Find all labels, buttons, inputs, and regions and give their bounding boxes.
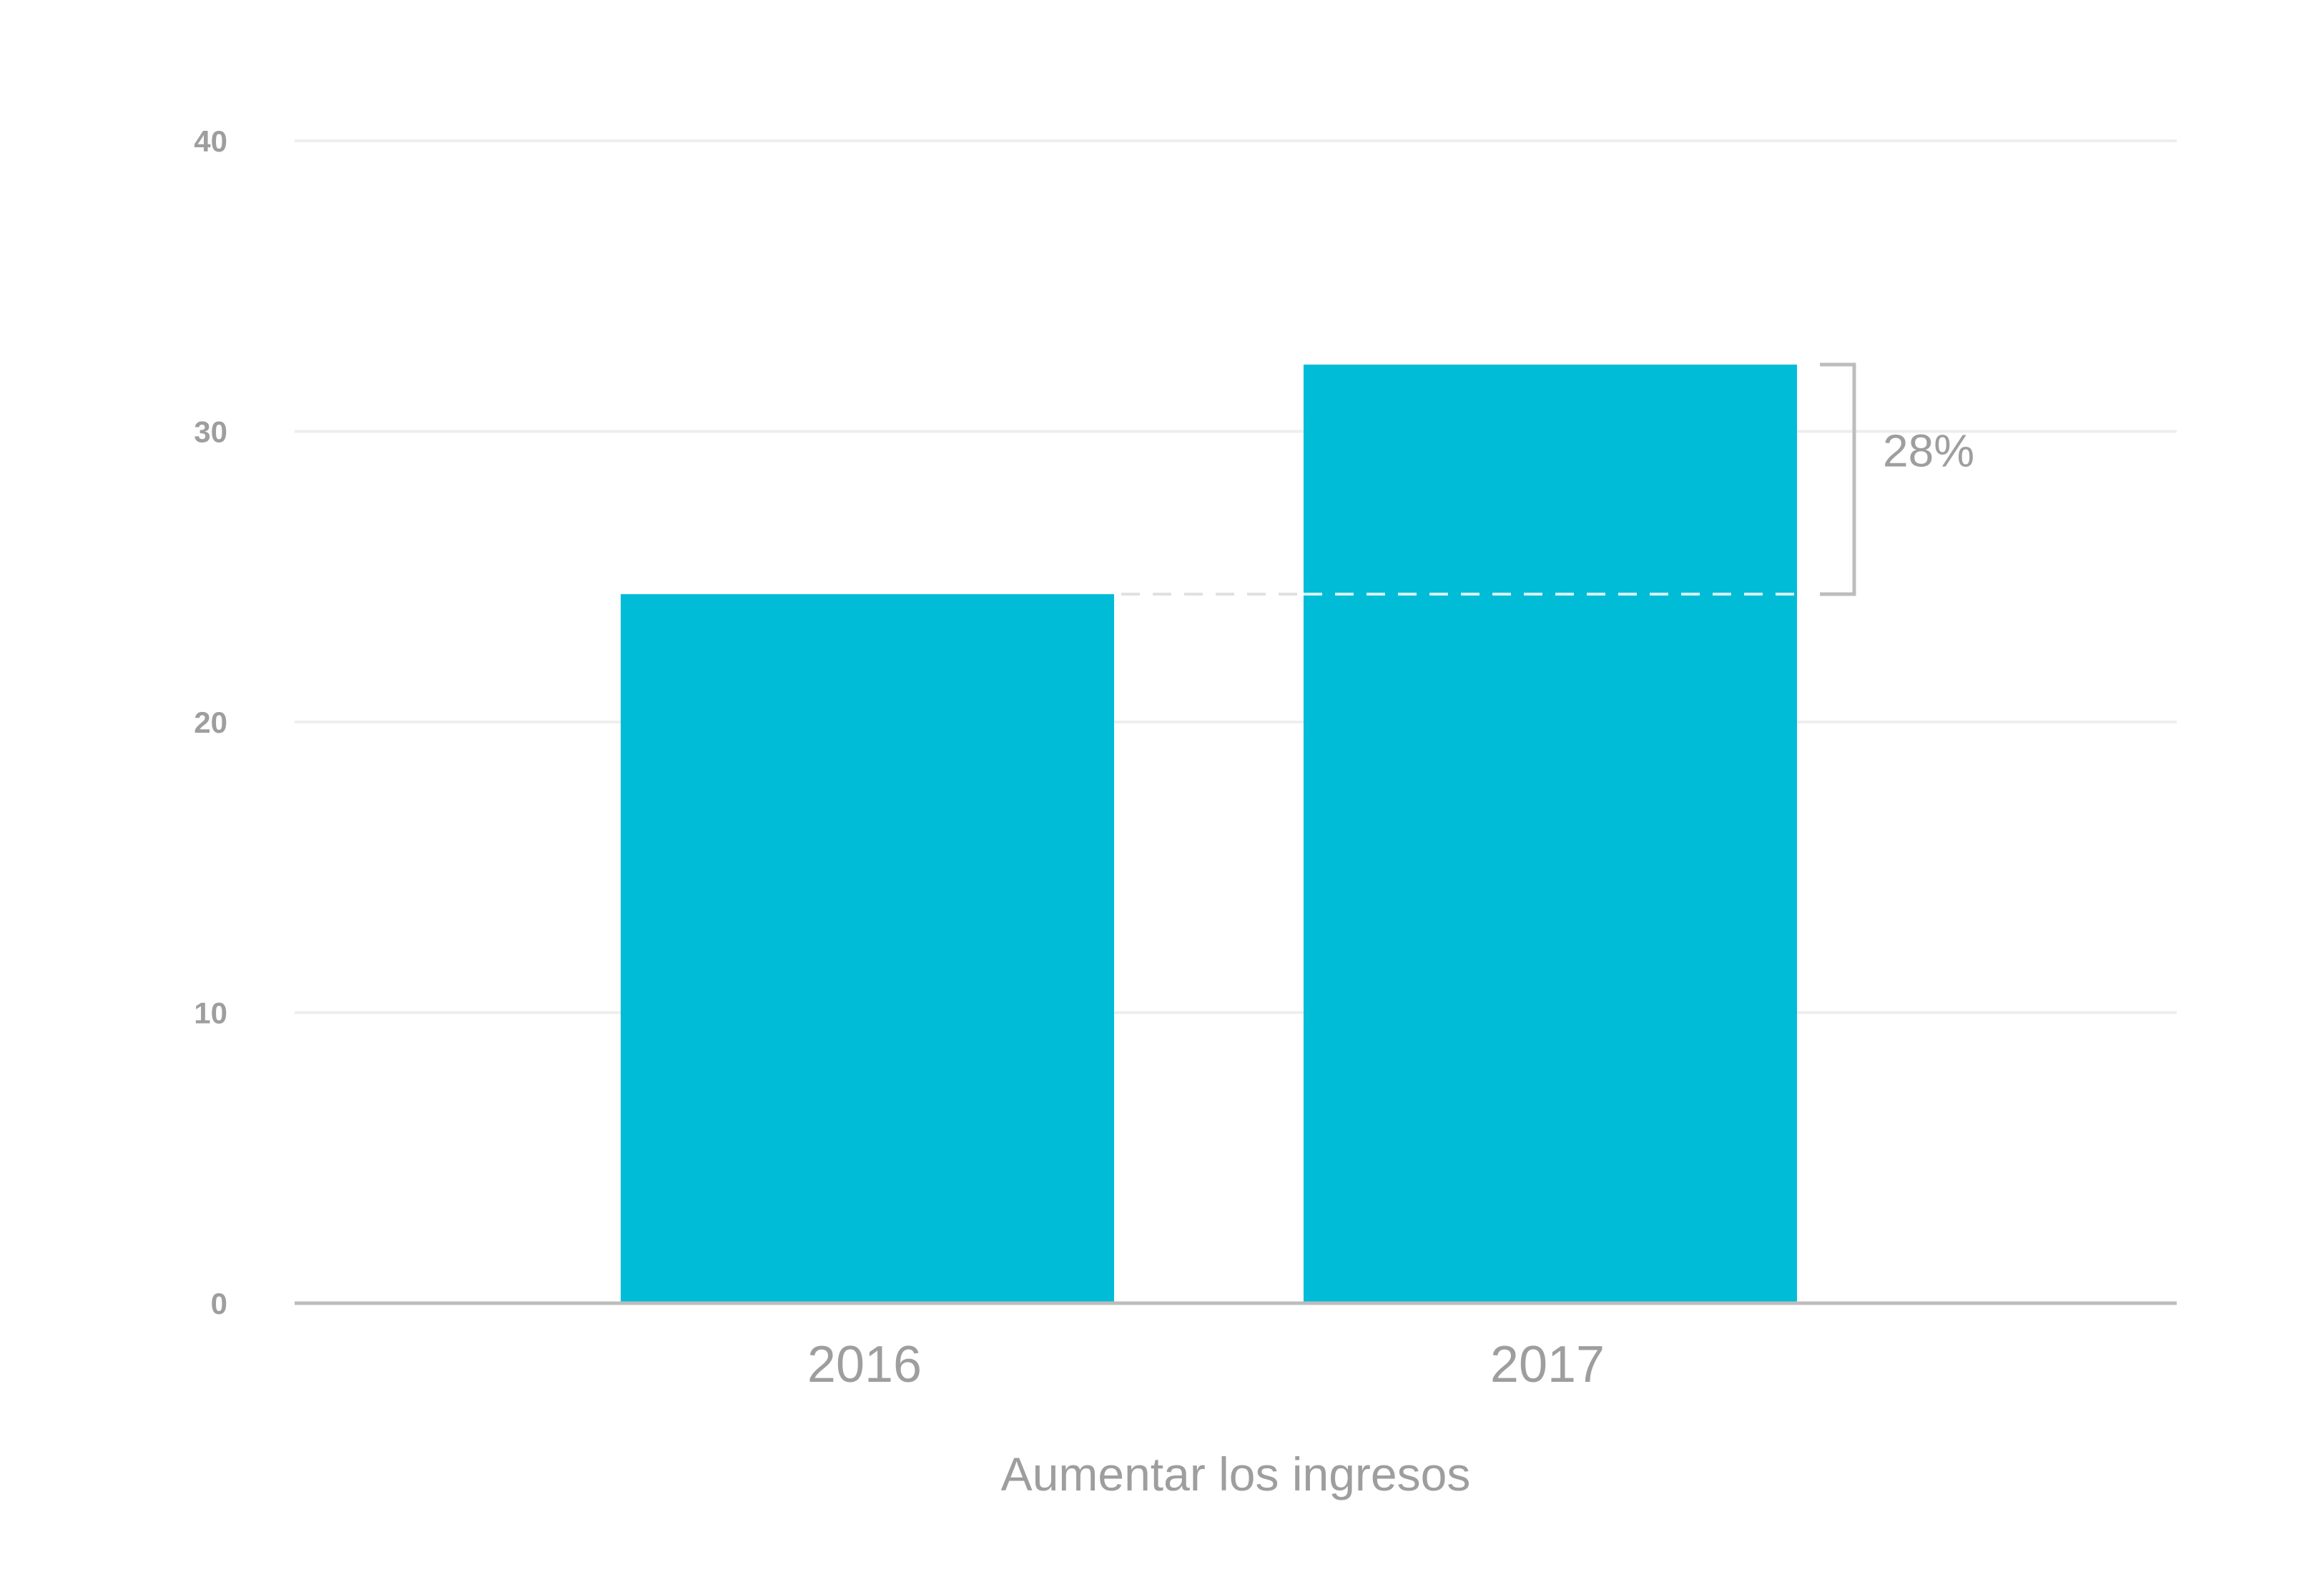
y-tick-label: 0	[211, 1287, 227, 1320]
grid-lines	[295, 139, 2177, 1014]
bar-2017	[1304, 365, 1797, 1303]
y-axis-ticks: 0 10 20 30 40	[194, 124, 227, 1320]
bar-2016	[621, 594, 1114, 1303]
y-tick-label: 40	[194, 124, 227, 158]
y-tick-label: 30	[194, 415, 227, 449]
x-tick-label-2017: 2017	[1490, 1336, 1605, 1393]
y-tick-label: 10	[194, 997, 227, 1030]
y-tick-label: 20	[194, 706, 227, 739]
growth-bracket	[1820, 362, 1856, 596]
growth-annotation-label: 28%	[1883, 425, 1974, 477]
bars	[621, 365, 1797, 1303]
x-tick-label-2016: 2016	[807, 1336, 922, 1393]
growth-annotation: 28%	[1121, 362, 1974, 596]
x-axis-ticks: 2016 2017	[807, 1336, 1605, 1393]
x-axis-title: Aumentar los ingresos	[1001, 1448, 1471, 1500]
